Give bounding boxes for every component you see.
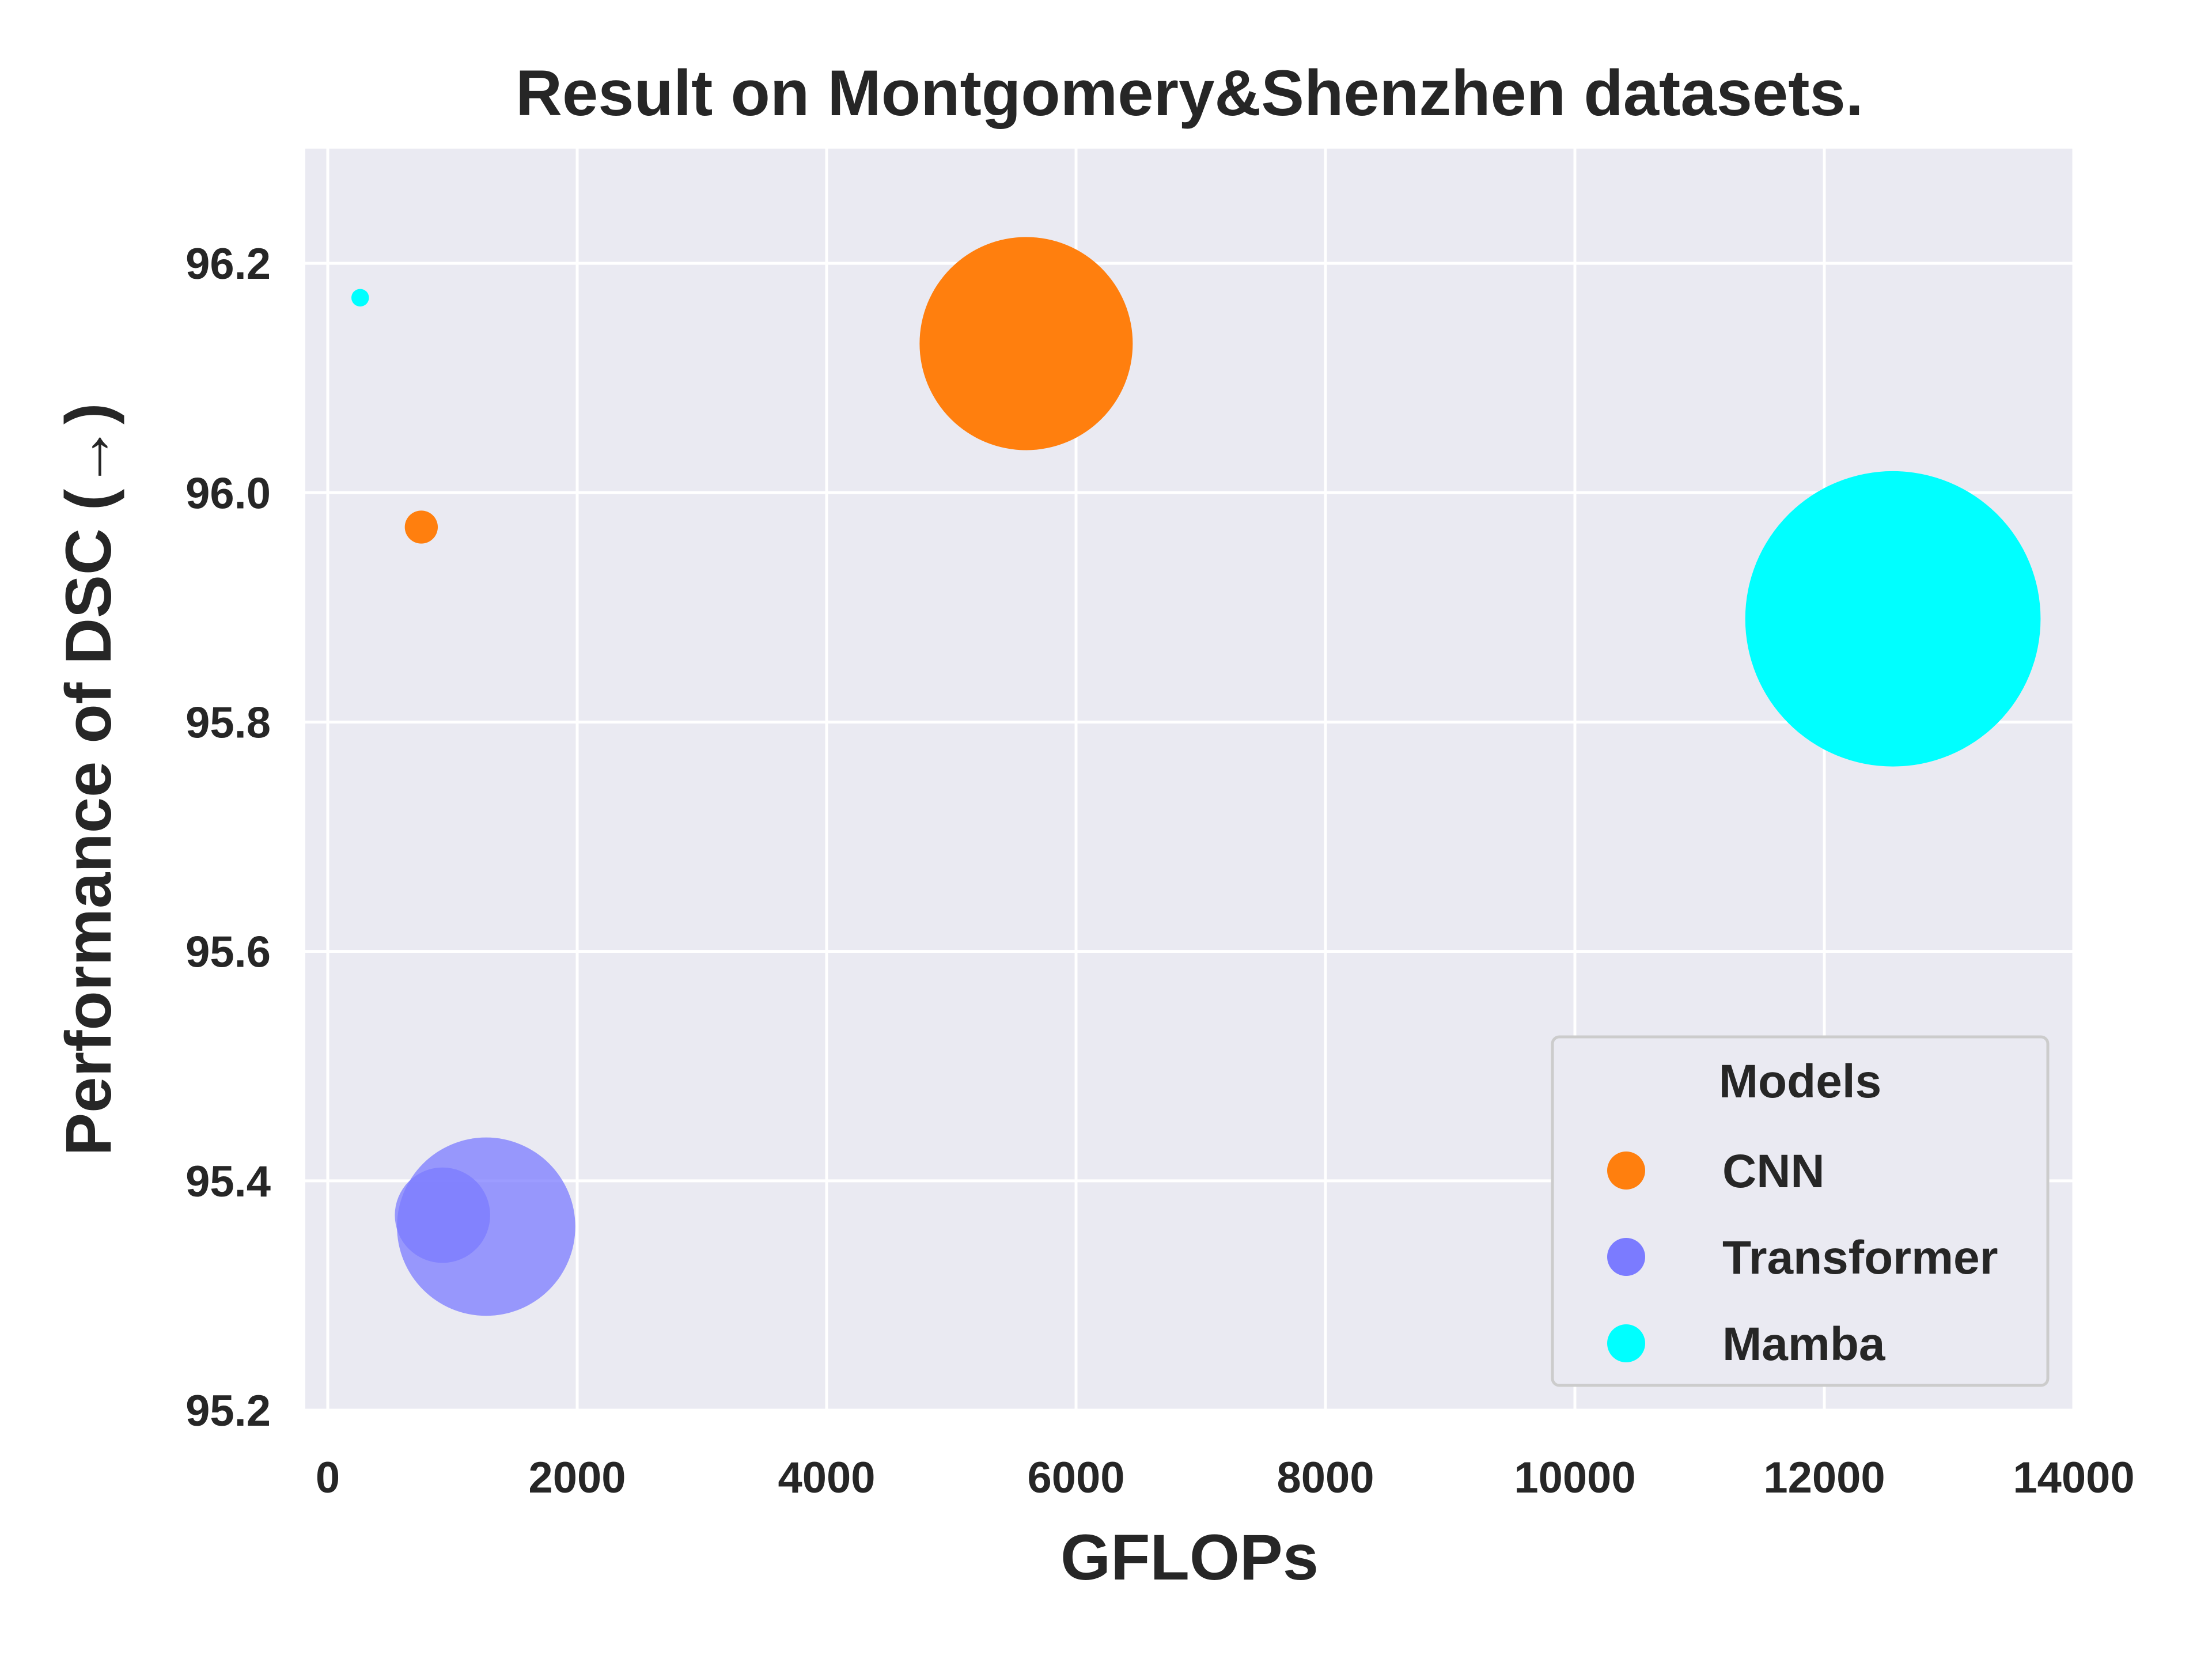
x-tick-label: 12000	[1763, 1453, 1885, 1502]
bubble-mamba-0	[351, 289, 369, 307]
chart-title: Result on Montgomery&Shenzhen datasets.	[516, 57, 1863, 129]
y-tick-label: 95.6	[185, 928, 271, 977]
bubble-cnn-1	[919, 237, 1133, 450]
legend-items: CNN Transformer Mamba	[1607, 1145, 1998, 1370]
x-tick-label: 0	[316, 1453, 340, 1502]
y-tick-label: 95.8	[185, 698, 271, 747]
x-tick-label: 8000	[1277, 1453, 1374, 1502]
y-tick-label: 95.2	[185, 1387, 271, 1435]
bubbles	[351, 237, 2041, 1316]
y-ticks: 95.2 95.4 95.6 95.8 96.0 96.2	[185, 240, 271, 1435]
y-tick-label: 96.2	[185, 240, 271, 289]
legend-box	[1551, 1035, 2050, 1387]
x-tick-label: 10000	[1514, 1453, 1635, 1502]
y-tick-label: 95.4	[185, 1157, 271, 1206]
bubble-mamba-1	[1745, 471, 2041, 767]
legend-label-transformer: Transformer	[1722, 1232, 1998, 1284]
legend-title: Models	[1719, 1055, 1881, 1108]
legend: Models CNN Transformer Mamba	[1551, 1035, 2050, 1387]
x-ticks: 0 2000 4000 6000 8000 10000 12000 14000	[316, 1453, 2135, 1502]
legend-label-mamba: Mamba	[1722, 1318, 1886, 1370]
y-axis-label: Performance of DSC (→)	[52, 403, 124, 1156]
legend-marker-mamba	[1607, 1324, 1645, 1362]
legend-marker-transformer	[1607, 1238, 1645, 1276]
x-tick-label: 6000	[1027, 1453, 1124, 1502]
x-tick-label: 14000	[2013, 1453, 2134, 1502]
legend-marker-cnn	[1607, 1152, 1645, 1190]
x-tick-label: 4000	[778, 1453, 875, 1502]
y-tick-label: 96.0	[185, 469, 271, 518]
x-axis-label: GFLOPs	[1060, 1521, 1319, 1593]
legend-label-cnn: CNN	[1722, 1145, 1825, 1198]
x-tick-label: 2000	[528, 1453, 626, 1502]
bubble-cnn-0	[404, 510, 438, 544]
bubble-transformer-1	[395, 1167, 490, 1263]
